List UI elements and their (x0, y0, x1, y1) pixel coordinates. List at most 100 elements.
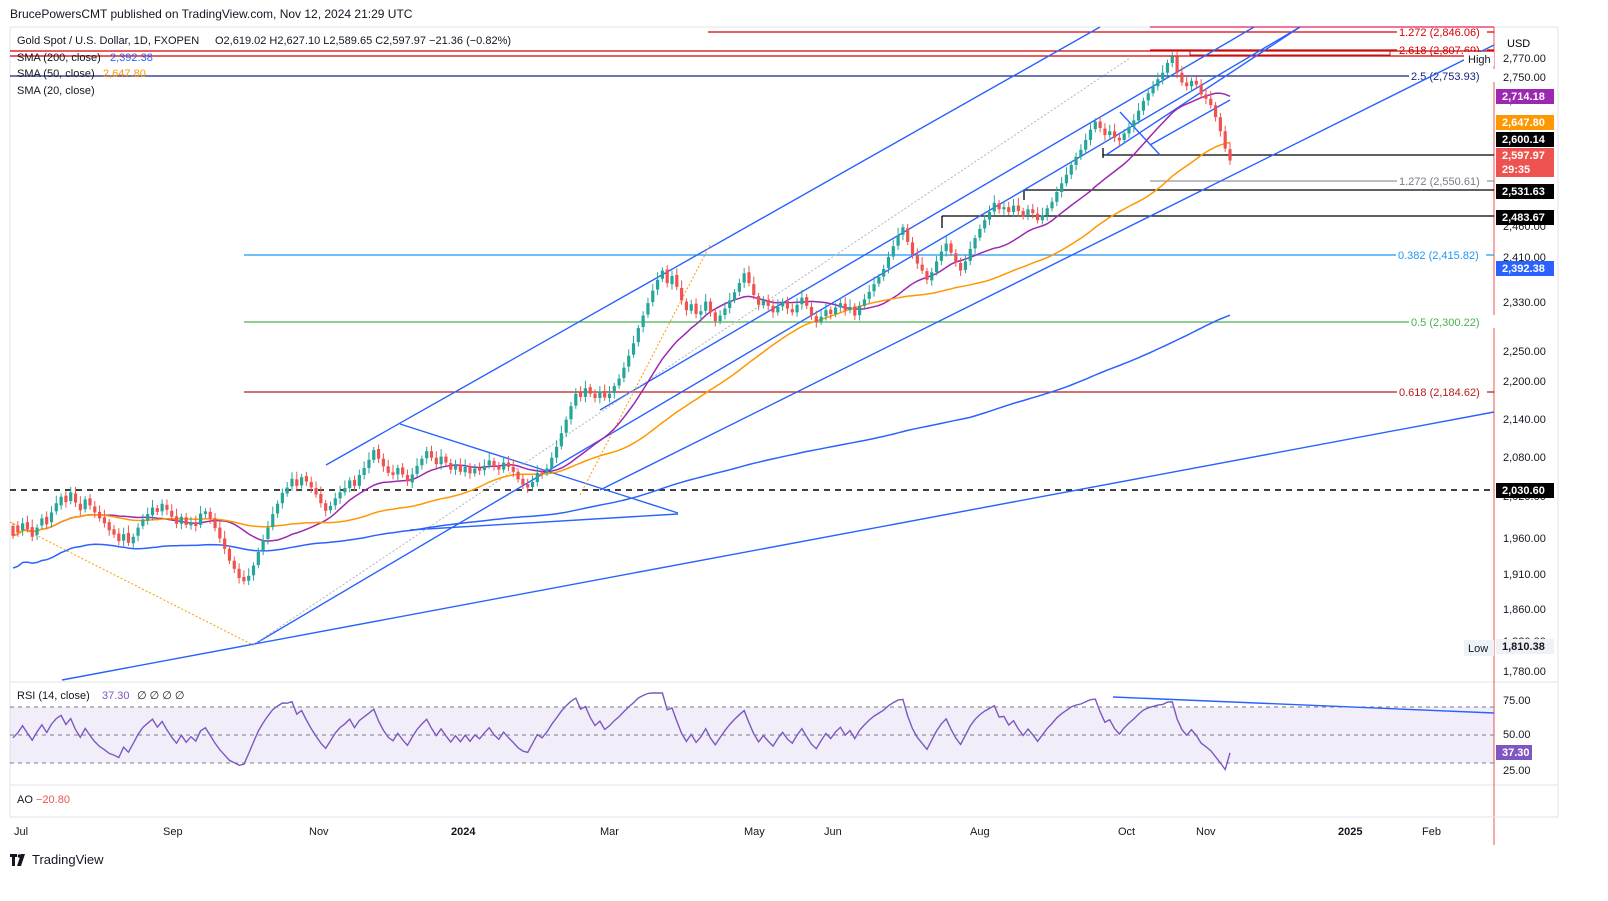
fib-label: 1.272 (2,846.06) (1399, 27, 1480, 39)
candle-body (670, 276, 674, 285)
candle-body (1141, 100, 1146, 111)
legend-sma50-value: 2,647.80 (103, 68, 146, 80)
fib-label-bg (1396, 248, 1486, 261)
price-badge-text: 2,597.97 (1502, 150, 1545, 162)
candle-body (69, 492, 73, 502)
candle-body (410, 474, 414, 483)
candle-body (598, 391, 602, 399)
candle-body (324, 503, 328, 511)
candle-body (271, 514, 275, 528)
time-tick: 2024 (451, 826, 476, 838)
candle-body (588, 387, 592, 394)
price-badge (1496, 148, 1554, 163)
horizontal-levels: 1.272 (2,846.06)2.618 (2,807.69)2.5 (2,7… (10, 25, 1499, 491)
fib-label-bg (1409, 69, 1499, 82)
candle-body (1026, 209, 1030, 216)
fib-swing-line (9, 521, 254, 646)
candle-body (155, 508, 159, 512)
candles (11, 51, 1232, 586)
time-axis[interactable]: Jul Sep Nov 2024 Mar May Jun Aug Oct Nov 2025 Feb (10, 816, 1558, 838)
candle-body (343, 488, 347, 493)
candle-body (367, 459, 371, 468)
price-badge-text: 1,810.38 (1502, 641, 1545, 653)
candle-body (174, 516, 179, 524)
candle-body (405, 475, 410, 482)
candle-body (194, 522, 198, 526)
rsi-value: 37.30 (102, 690, 130, 702)
candle-body (54, 503, 58, 512)
candle-body (1021, 210, 1025, 217)
fib-label-bg (1397, 385, 1487, 398)
price-tick: 1,780.00 (1503, 666, 1546, 678)
candle-body (1213, 105, 1218, 118)
candle-body (627, 355, 631, 367)
candle-body (251, 565, 256, 576)
candle-body (1045, 208, 1049, 216)
candle-body (766, 299, 770, 306)
candle-body (704, 301, 708, 311)
candle-body (223, 538, 227, 549)
price-badge (1496, 89, 1554, 104)
candle-body (102, 517, 106, 524)
candle-body (752, 284, 756, 296)
time-tick: Mar (600, 826, 619, 838)
candle-body (78, 503, 82, 511)
trend-line (1149, 99, 1231, 146)
candle-body (30, 527, 34, 537)
candle-body (213, 518, 217, 529)
candle-body (680, 287, 684, 301)
candle-body (391, 472, 395, 476)
candle-body (415, 465, 419, 474)
candle-body (11, 525, 15, 536)
price-axis[interactable]: 2,770.002,750.002,690.002,640.002,570.00… (1496, 53, 1554, 678)
candle-body (1151, 86, 1155, 94)
candle-body (1156, 79, 1160, 87)
candle-body (636, 328, 640, 343)
candle-body (742, 273, 746, 283)
candle-body (314, 488, 318, 495)
low-label: Low (1468, 643, 1488, 655)
candle-body (487, 460, 491, 466)
candle-body (535, 472, 539, 483)
candle-body (189, 522, 193, 526)
candle-body (16, 525, 20, 533)
sma200-line (12, 314, 1231, 569)
price-badge-text: 29:35 (1502, 164, 1530, 176)
candle-body (569, 406, 573, 420)
candle-body (1146, 93, 1150, 101)
candle-body (1165, 62, 1170, 73)
candle-body (1031, 209, 1035, 214)
price-badge (1496, 210, 1554, 225)
candle-body (963, 261, 968, 271)
candle-body (925, 271, 929, 280)
legend-sma20: SMA (20, close) (17, 85, 95, 97)
candle-body (934, 261, 939, 273)
fib-label-bg (1397, 25, 1487, 38)
candle-body (559, 433, 563, 447)
time-tick: Jul (14, 826, 28, 838)
candle-body (237, 568, 241, 579)
candle-body (376, 448, 381, 459)
candle-body (607, 393, 612, 399)
candle-body (107, 522, 111, 531)
trend-line (409, 513, 679, 531)
candle-body (833, 307, 838, 314)
candle-body (304, 476, 309, 482)
rsi-line (12, 692, 1231, 772)
candle-body (439, 456, 443, 465)
candle-body (40, 518, 44, 526)
rsi-label: RSI (14, close) (17, 690, 90, 702)
candle-body (49, 512, 54, 523)
candle-body (516, 471, 520, 480)
candle-body (708, 301, 713, 313)
candle-body (122, 534, 126, 541)
trend-line (599, 26, 1255, 411)
candle-body (1199, 84, 1203, 95)
candle-body (906, 228, 910, 242)
candle-body (646, 303, 650, 315)
candle-body (396, 467, 400, 475)
candle-body (97, 511, 102, 519)
legend-sma200-value: 2,392.38 (110, 52, 153, 64)
candle-body (1040, 215, 1044, 221)
